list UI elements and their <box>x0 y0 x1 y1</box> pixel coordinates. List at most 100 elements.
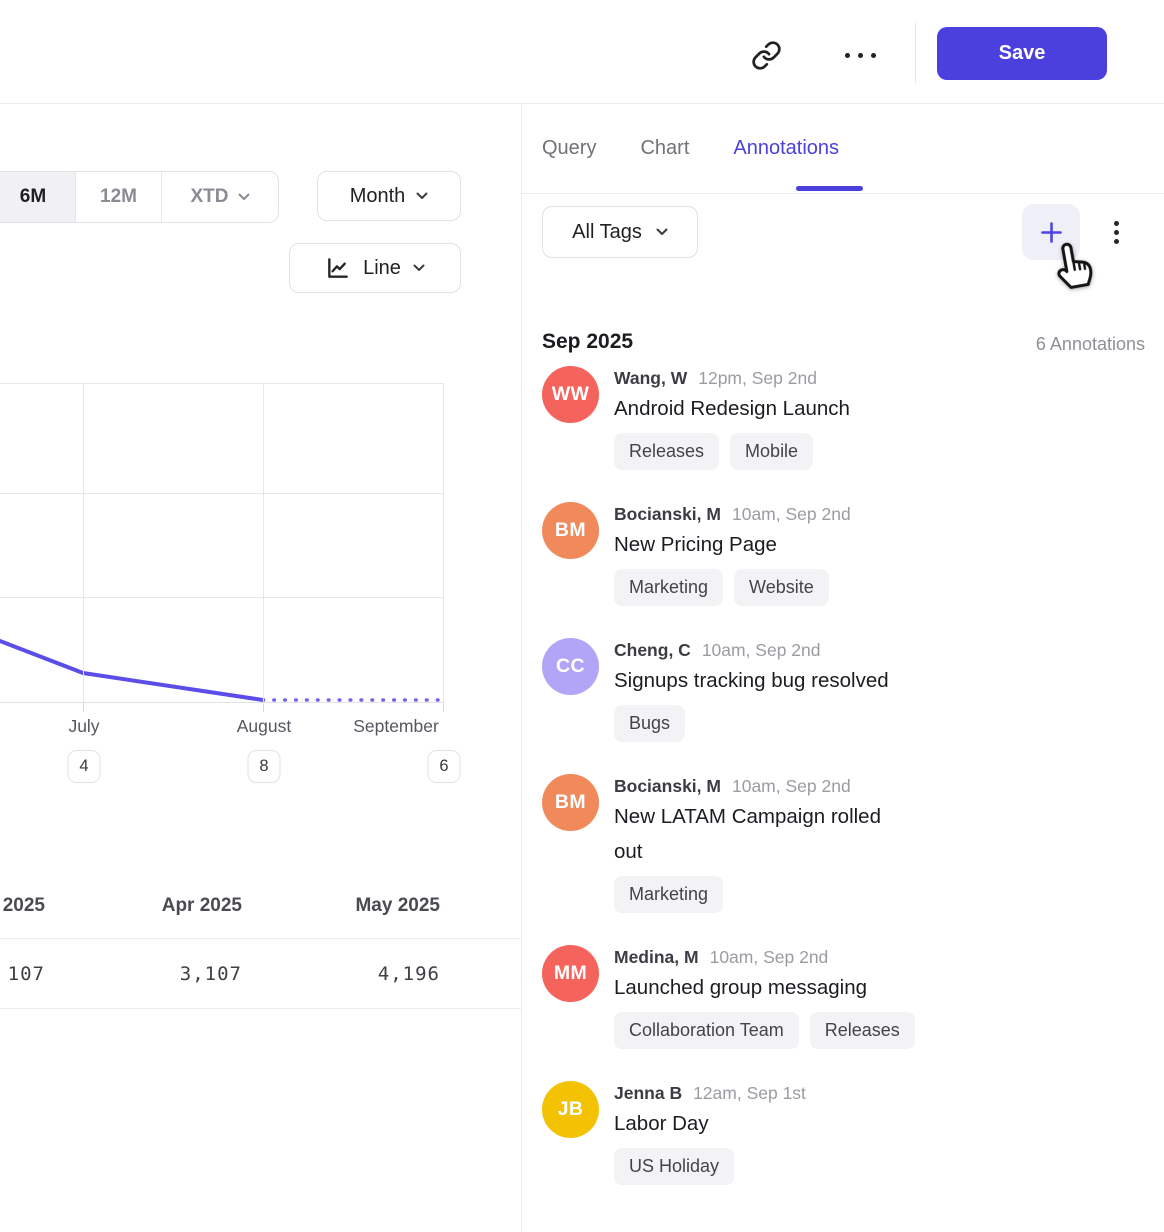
avatar-initials: CC <box>556 655 585 677</box>
tag-pill[interactable]: Website <box>734 569 829 606</box>
tags-filter-dropdown[interactable]: All Tags <box>542 206 698 258</box>
x-axis-label: July <box>68 716 100 736</box>
chart-panel: 6M 12M XTD Month Line July August Septembe… <box>0 104 521 1232</box>
time-range-segmented-control: 6M 12M XTD <box>0 171 279 223</box>
table-value: 107 <box>7 963 45 985</box>
tags-filter-label: All Tags <box>572 220 642 243</box>
chevron-down-icon <box>413 264 425 271</box>
tag-pill[interactable]: Marketing <box>614 876 724 913</box>
avatar: WW <box>542 366 599 423</box>
panel-tabs: Query Chart Annotations <box>542 104 839 193</box>
annotations-menu-button[interactable] <box>1106 218 1126 246</box>
gridline-vertical <box>443 383 444 703</box>
annotation-item[interactable]: JB Jenna B 12am, Sep 1st Labor Day US Hol… <box>542 1081 1145 1185</box>
table-header: Apr 2025 <box>161 895 242 916</box>
range-6m-button[interactable]: 6M <box>0 172 75 222</box>
tag-pill[interactable]: Mobile <box>730 433 814 470</box>
save-button[interactable]: Save <box>937 27 1107 80</box>
annotation-item[interactable]: MM Medina, M 10am, Sep 2nd Launched group… <box>542 945 1145 1049</box>
annotations-section-month: Sep 2025 <box>542 330 634 353</box>
annotation-author: Wang, W <box>614 368 688 388</box>
add-annotation-button[interactable] <box>1022 204 1080 260</box>
active-tab-underline <box>796 186 863 191</box>
annotation-title: New LATAM Campaign rolled out <box>614 805 881 863</box>
annotation-title: New Pricing Page <box>614 533 777 556</box>
tag-pill[interactable]: Marketing <box>614 569 724 606</box>
tag-pill[interactable]: Bugs <box>614 705 686 742</box>
copy-link-button[interactable] <box>748 37 784 73</box>
annotation-item[interactable]: WW Wang, W 12pm, Sep 2nd Android Redesign… <box>542 366 1145 470</box>
annotation-timestamp: 10am, Sep 2nd <box>731 776 851 796</box>
axis-tick <box>443 703 444 712</box>
annotation-timestamp: 10am, Sep 2nd <box>731 504 851 524</box>
chevron-down-icon <box>656 228 668 235</box>
annotation-author: Bocianski, M <box>614 776 721 796</box>
chevron-down-icon <box>238 193 249 200</box>
annotation-timestamp: 12pm, Sep 2nd <box>698 368 817 388</box>
chart-type-dropdown[interactable]: Line <box>289 243 461 293</box>
table-value: 4,196 <box>377 963 440 985</box>
tab-annotations[interactable]: Annotations <box>733 137 840 159</box>
interval-dropdown[interactable]: Month <box>317 171 461 221</box>
line-chart-plot-area <box>0 383 445 712</box>
table-header: 2025 <box>2 895 45 916</box>
x-axis-label: September <box>353 716 439 736</box>
annotation-item[interactable]: BM Bocianski, M 10am, Sep 2nd New LATAM C… <box>542 774 1145 913</box>
annotation-title: Labor Day <box>614 1112 709 1135</box>
annotation-item[interactable]: BM Bocianski, M 10am, Sep 2nd New Pricing… <box>542 502 1145 606</box>
chart-type-label: Line <box>363 256 401 279</box>
tag-pill[interactable]: US Holiday <box>614 1148 735 1185</box>
avatar: JB <box>542 1081 599 1138</box>
avatar-initials: WW <box>551 383 590 405</box>
avatar-initials: BM <box>554 791 587 813</box>
link-icon <box>751 40 781 70</box>
annotation-timestamp: 12am, Sep 1st <box>693 1083 806 1103</box>
annotations-section-count: 6 Annotations <box>1035 334 1145 354</box>
axis-tick <box>263 703 264 712</box>
annotation-tags: Collaboration Team Releases <box>614 1012 915 1049</box>
annotation-count-badge[interactable]: 6 <box>427 750 461 783</box>
annotation-tags: Bugs <box>614 705 889 742</box>
annotation-tags: Marketing <box>614 876 881 913</box>
axis-tick <box>83 703 84 712</box>
table-divider <box>0 938 521 939</box>
avatar-initials: BM <box>554 519 587 541</box>
more-horizontal-icon <box>844 52 850 58</box>
annotation-author: Medina, M <box>614 947 699 967</box>
avatar: BM <box>542 774 599 831</box>
gridline-horizontal <box>0 383 444 384</box>
annotation-item[interactable]: CC Cheng, C 10am, Sep 2nd Signups trackin… <box>542 638 1145 742</box>
gridline-horizontal <box>0 702 444 703</box>
tag-pill[interactable]: Releases <box>809 1012 915 1049</box>
gridline-horizontal <box>0 493 444 494</box>
annotation-timestamp: 10am, Sep 2nd <box>701 640 821 660</box>
table-divider <box>0 1008 521 1009</box>
annotation-title: Android Redesign Launch <box>614 397 850 420</box>
gridline-vertical <box>83 383 84 703</box>
tag-pill[interactable]: Releases <box>614 433 720 470</box>
gridline-horizontal <box>0 597 444 598</box>
chart-line-series <box>0 639 445 702</box>
tag-pill[interactable]: Collaboration Team <box>614 1012 799 1049</box>
annotation-list: WW Wang, W 12pm, Sep 2nd Android Redesign… <box>542 366 1145 1217</box>
annotation-count-badge[interactable]: 8 <box>247 750 281 783</box>
chevron-down-icon <box>416 192 428 199</box>
tab-chart[interactable]: Chart <box>640 137 690 159</box>
annotation-tags: US Holiday <box>614 1148 806 1185</box>
line-chart-icon <box>328 258 348 278</box>
annotation-title: Signups tracking bug resolved <box>614 669 889 692</box>
annotation-tags: Marketing Website <box>614 569 851 606</box>
table-value: 3,107 <box>179 963 242 985</box>
annotation-timestamp: 10am, Sep 2nd <box>709 947 829 967</box>
topbar-divider <box>915 23 916 83</box>
annotation-tags: Releases Mobile <box>614 433 850 470</box>
avatar-initials: JB <box>557 1098 584 1120</box>
range-12m-button[interactable]: 12M <box>75 172 161 222</box>
plus-icon <box>1040 221 1062 243</box>
tab-query[interactable]: Query <box>542 137 597 159</box>
annotation-count-badge[interactable]: 4 <box>67 750 101 783</box>
more-options-button[interactable] <box>838 40 882 70</box>
avatar: BM <box>542 502 599 559</box>
range-xtd-button[interactable]: XTD <box>161 172 278 222</box>
topbar: Save <box>0 0 1164 104</box>
